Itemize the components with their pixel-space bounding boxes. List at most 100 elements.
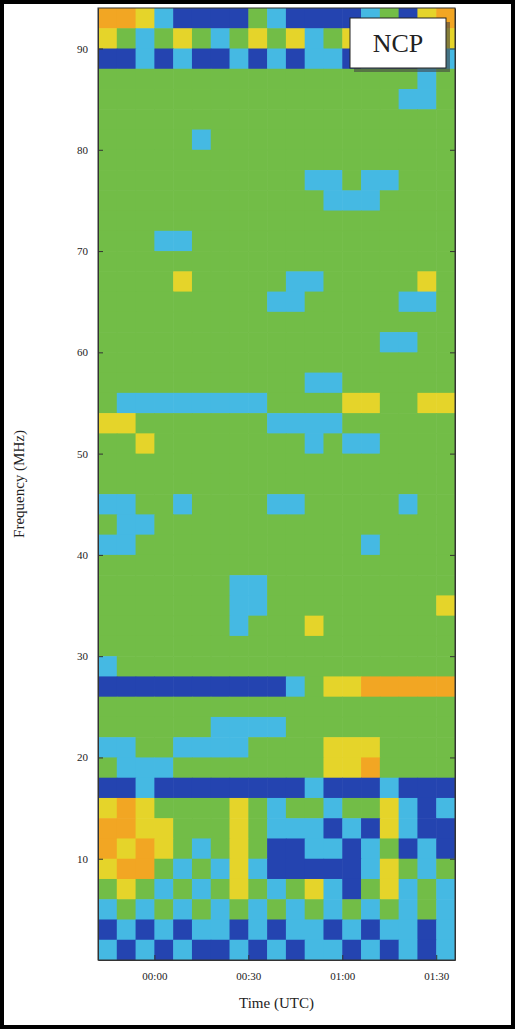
cell [267,717,286,738]
cell [173,494,192,515]
cell [267,616,286,637]
cell [248,859,267,880]
cell [323,89,342,110]
cell [173,130,192,151]
axis-line [455,9,456,961]
cell [323,616,342,637]
cell [342,595,361,616]
cell [417,433,436,454]
cell [380,413,399,434]
cell [154,859,173,880]
cell [286,575,305,596]
cell [154,292,173,313]
cell [380,757,399,778]
cell [361,616,380,637]
cell [154,717,173,738]
cell [286,595,305,616]
cell [267,899,286,920]
cell [211,940,230,960]
cell [305,474,324,495]
tick [450,49,455,50]
cell [323,595,342,616]
cell [417,190,436,211]
cell [136,454,155,475]
cell [305,393,324,414]
tick: 00:00 [142,955,168,982]
cell [248,231,267,252]
cell [436,150,455,171]
cell [436,373,455,394]
cell [248,413,267,434]
cell [136,899,155,920]
cell [267,656,286,677]
cell [380,838,399,859]
cell [117,899,136,920]
cell [154,130,173,151]
cell [211,433,230,454]
cell [192,717,211,738]
cell [230,616,249,637]
cell [211,89,230,110]
cell [230,676,249,697]
cell [192,332,211,353]
cell [342,575,361,596]
cell [380,433,399,454]
tick-label: 40 [77,549,89,561]
tick [450,251,455,252]
cell [342,170,361,191]
tick-mark [436,955,437,960]
cell [192,899,211,920]
cell [361,575,380,596]
cell [399,636,418,657]
cell [361,676,380,697]
plot-area [98,8,455,960]
cell [399,899,418,920]
cell [342,89,361,110]
tick-mark [248,955,249,960]
cell [436,190,455,211]
cell [117,474,136,495]
cell [286,940,305,960]
cell [154,555,173,576]
cell [192,49,211,70]
cell [361,271,380,292]
cell [136,170,155,191]
cell [173,150,192,171]
cell [436,778,455,799]
cell [323,130,342,151]
cell [436,474,455,495]
cell [305,717,324,738]
cell [98,69,117,90]
cell [192,636,211,657]
cell [230,271,249,292]
cell [399,150,418,171]
cell [342,393,361,414]
cell [230,312,249,333]
cell [305,616,324,637]
cell [136,89,155,110]
cell [399,190,418,211]
cell [173,575,192,596]
cell [117,292,136,313]
tick: 80 [77,144,103,156]
cell [342,494,361,515]
cell [192,474,211,495]
cell [286,393,305,414]
cell [154,150,173,171]
cell [286,818,305,839]
cell [248,474,267,495]
cell [154,89,173,110]
cell [230,130,249,151]
cell [230,717,249,738]
cell [436,757,455,778]
cell [211,838,230,859]
cell [399,433,418,454]
cell [117,373,136,394]
cell [192,28,211,49]
cell [248,109,267,130]
cell [380,697,399,718]
cell [117,535,136,556]
tick: 60 [77,346,103,358]
cell [98,109,117,130]
annotation-text: NCP [373,29,424,58]
